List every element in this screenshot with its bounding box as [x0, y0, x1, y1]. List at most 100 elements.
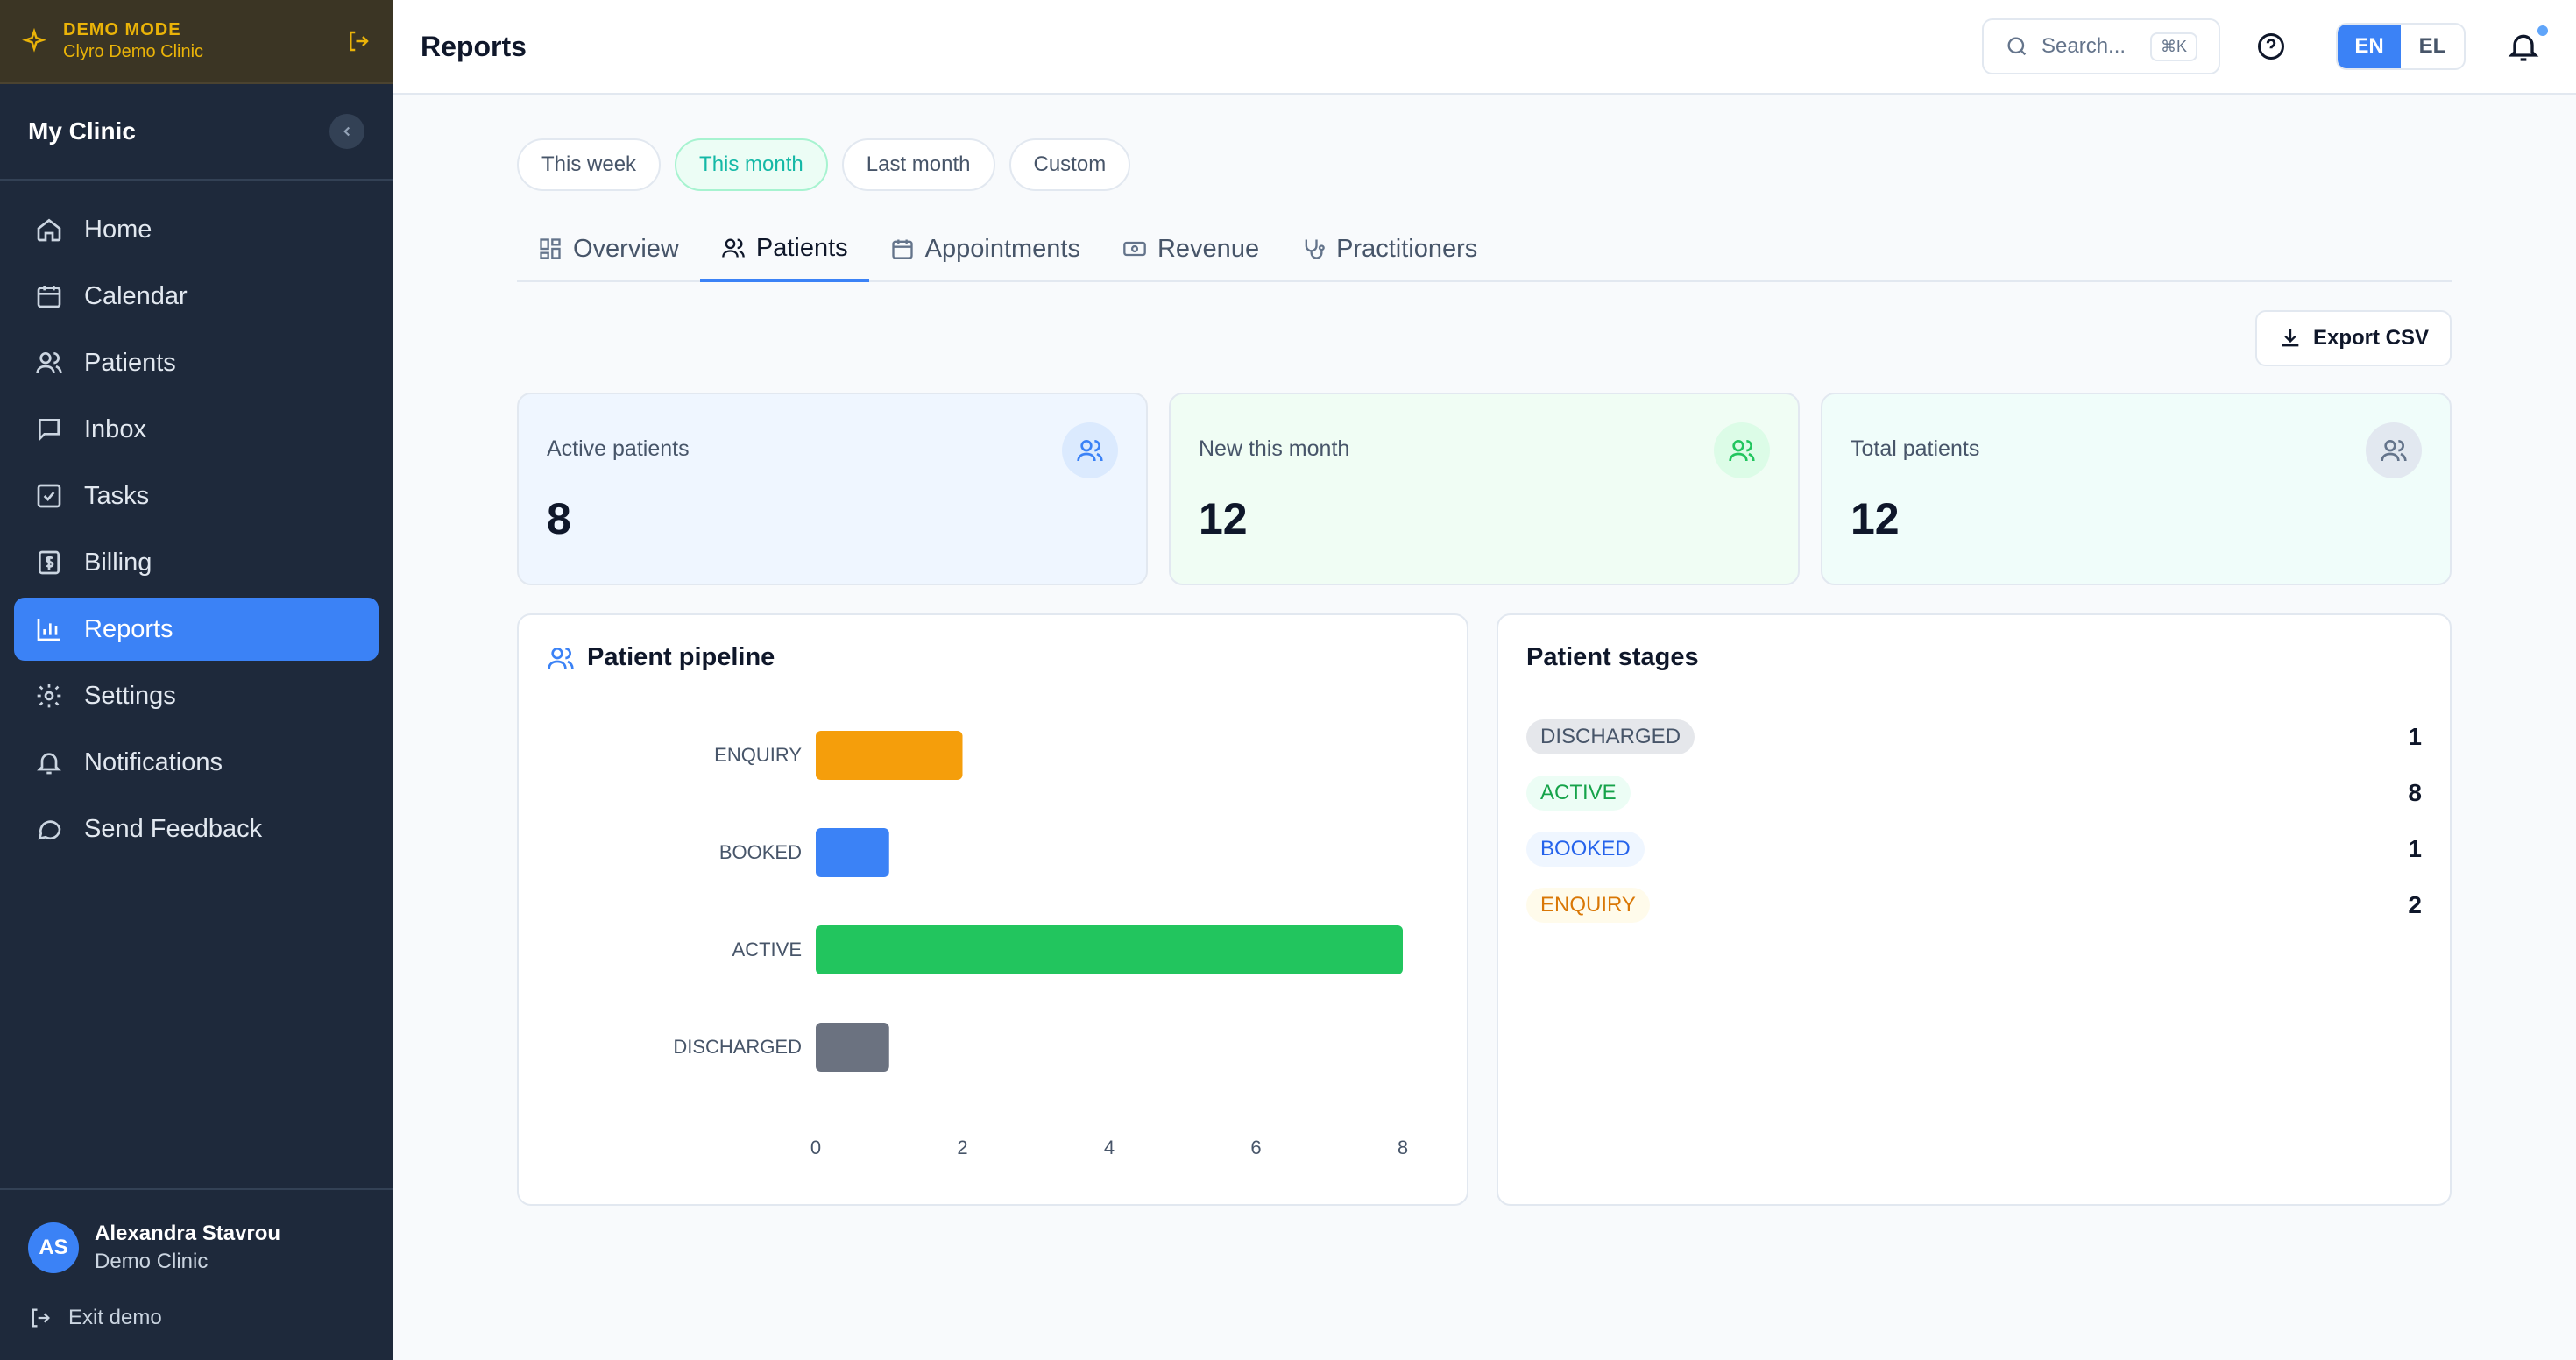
- top-bar: Reports Search... ⌘K EN EL: [393, 0, 2576, 95]
- x-tick-label: 2: [957, 1137, 967, 1158]
- search-input[interactable]: Search... ⌘K: [1982, 18, 2220, 74]
- list-item: ACTIVE 8: [1526, 765, 2422, 821]
- list-item: DISCHARGED 1: [1526, 709, 2422, 765]
- exit-demo-icon[interactable]: [345, 28, 372, 54]
- search-shortcut: ⌘K: [2149, 32, 2197, 61]
- users-icon: [722, 238, 745, 258]
- tab-revenue[interactable]: Revenue: [1101, 217, 1280, 280]
- logout-icon: [32, 1308, 50, 1328]
- stat-card-active-patients: Active patients 8: [517, 393, 1148, 585]
- list-item: BOOKED 1: [1526, 821, 2422, 877]
- sidebar-item-label: Notifications: [84, 747, 223, 776]
- notifications-button[interactable]: [2506, 24, 2550, 64]
- notification-dot: [2536, 24, 2550, 38]
- pipeline-title: Patient pipeline: [587, 643, 775, 671]
- bar-booked: [816, 828, 889, 877]
- sidebar-item-label: Tasks: [84, 481, 150, 510]
- tab-label: Patients: [755, 233, 848, 262]
- demo-mode-label: DEMO MODE: [63, 20, 181, 39]
- user-profile[interactable]: AS Alexandra Stavrou Demo Clinic: [28, 1222, 364, 1274]
- tab-label: Overview: [573, 234, 679, 263]
- category-label: BOOKED: [719, 841, 802, 863]
- stat-cards: Active patients 8 New this month 12 Tota…: [517, 393, 2452, 585]
- language-en-button[interactable]: EN: [2338, 25, 2401, 68]
- sidebar-item-patients[interactable]: Patients: [14, 331, 379, 394]
- range-this-month[interactable]: This month: [675, 138, 828, 191]
- range-last-month[interactable]: Last month: [841, 138, 995, 191]
- sidebar-item-label: Home: [84, 215, 152, 244]
- sidebar-item-label: Settings: [84, 681, 176, 710]
- stat-card-total-patients: Total patients 12: [1821, 393, 2452, 585]
- tab-appointments[interactable]: Appointments: [869, 217, 1101, 280]
- export-csv-button[interactable]: Export CSV: [2254, 310, 2452, 366]
- search-placeholder: Search...: [2042, 34, 2127, 58]
- sidebar-item-label: Billing: [84, 548, 152, 577]
- x-tick-label: 6: [1250, 1137, 1261, 1158]
- panel-title: Patient stages: [1526, 643, 2422, 672]
- stage-list: DISCHARGED 1 ACTIVE 8 BOOKED 1 ENQUIRY 2: [1526, 709, 2422, 933]
- demo-clinic-name: Clyro Demo Clinic: [63, 42, 204, 61]
- sidebar-item-label: Send Feedback: [84, 814, 263, 843]
- stage-count: 1: [2408, 723, 2422, 750]
- sidebar-item-inbox[interactable]: Inbox: [14, 398, 379, 461]
- help-icon[interactable]: [2255, 31, 2287, 62]
- banknote-icon: [1123, 241, 1146, 257]
- main-content: This week This month Last month Custom O…: [517, 95, 2452, 1206]
- exit-demo-label: Exit demo: [68, 1306, 162, 1329]
- message-icon: [38, 820, 61, 840]
- stage-count: 1: [2408, 835, 2422, 862]
- sidebar-item-label: Inbox: [84, 414, 146, 443]
- tab-patients[interactable]: Patients: [699, 217, 869, 282]
- avatar: AS: [28, 1222, 79, 1273]
- sidebar-item-label: Reports: [84, 614, 173, 643]
- sidebar-item-calendar[interactable]: Calendar: [14, 265, 379, 328]
- category-label: ACTIVE: [732, 939, 802, 960]
- sidebar-item-settings[interactable]: Settings: [14, 664, 379, 727]
- stage-count: 2: [2408, 891, 2422, 918]
- stages-title: Patient stages: [1526, 643, 1699, 671]
- report-panels: Patient pipeline ENQUIRY BOOKED ACTIVE DISC…: [517, 613, 2452, 1206]
- language-el-button[interactable]: EL: [2418, 34, 2446, 58]
- exit-demo-link[interactable]: Exit demo: [28, 1306, 364, 1330]
- user-clinic: Demo Clinic: [95, 1250, 209, 1273]
- users-icon: [2366, 422, 2422, 478]
- range-custom[interactable]: Custom: [1008, 138, 1131, 191]
- tab-overview[interactable]: Overview: [517, 217, 700, 280]
- clinic-header: My Clinic: [0, 84, 393, 181]
- page-title: Reports: [421, 30, 527, 62]
- stage-badge-booked: BOOKED: [1526, 832, 1645, 867]
- sidebar-nav: Home Calendar Patients Inbox Tasks Billi…: [0, 181, 393, 882]
- x-tick-label: 8: [1398, 1137, 1408, 1158]
- sidebar-item-reports[interactable]: Reports: [14, 598, 379, 661]
- export-csv-label: Export CSV: [2312, 326, 2429, 350]
- grid-icon: [540, 238, 561, 259]
- sidebar-item-home[interactable]: Home: [14, 198, 379, 261]
- category-label: DISCHARGED: [673, 1036, 802, 1058]
- panel-title: Patient pipeline: [547, 643, 1439, 672]
- sidebar-item-billing[interactable]: Billing: [14, 531, 379, 594]
- stat-label: Active patients: [547, 436, 690, 461]
- stage-badge-enquiry: ENQUIRY: [1526, 888, 1650, 923]
- stat-value: 12: [1199, 494, 1248, 543]
- gear-icon: [37, 684, 61, 708]
- bell-icon: [37, 753, 61, 775]
- demo-banner: DEMO MODE Clyro Demo Clinic: [0, 0, 393, 84]
- bar-active: [816, 925, 1403, 974]
- tab-practitioners[interactable]: Practitioners: [1280, 217, 1498, 280]
- users-icon: [548, 647, 574, 669]
- user-area: AS Alexandra Stavrou Demo Clinic Exit de…: [0, 1188, 393, 1360]
- check-square-icon: [37, 484, 61, 508]
- users-icon: [36, 352, 62, 374]
- sidebar-item-tasks[interactable]: Tasks: [14, 464, 379, 528]
- collapse-sidebar-button[interactable]: [329, 114, 364, 149]
- sidebar: DEMO MODE Clyro Demo Clinic My Clinic Ho…: [0, 0, 393, 1360]
- sidebar-item-label: Patients: [84, 348, 176, 377]
- x-tick-label: 0: [810, 1137, 821, 1158]
- stat-card-new-this-month: New this month 12: [1169, 393, 1800, 585]
- range-this-week[interactable]: This week: [517, 138, 662, 191]
- stage-count: 8: [2408, 779, 2422, 806]
- report-tabs: Overview Patients Appointments Revenue P…: [517, 217, 2452, 282]
- sidebar-item-notifications[interactable]: Notifications: [14, 731, 379, 794]
- stat-label: New this month: [1199, 436, 1350, 461]
- sidebar-item-send-feedback[interactable]: Send Feedback: [14, 797, 379, 861]
